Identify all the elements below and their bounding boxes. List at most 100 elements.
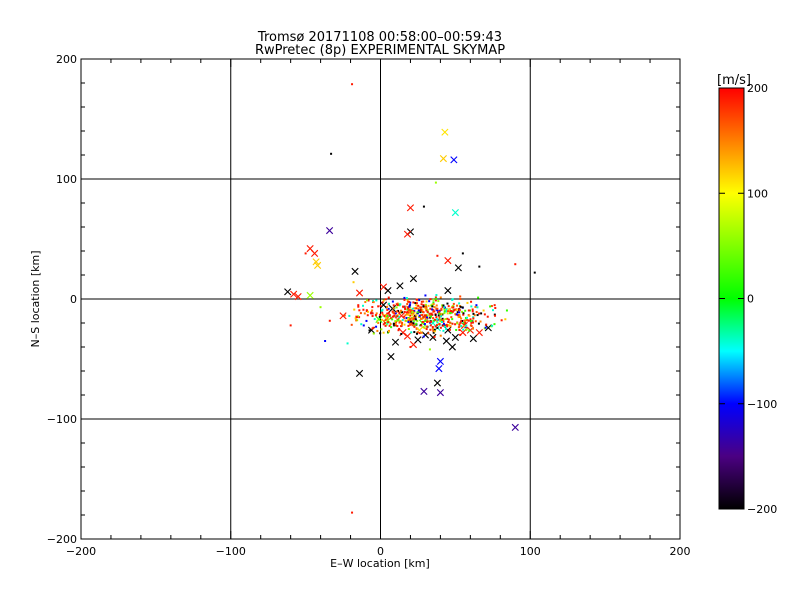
data-point-dot [435, 294, 438, 297]
data-point-dot [387, 321, 390, 324]
data-point-dot [413, 319, 416, 322]
data-point-dot [388, 314, 391, 317]
data-point-dot [476, 314, 479, 317]
data-point-dot [464, 321, 467, 324]
data-point-dot [429, 315, 432, 318]
data-point-dot [390, 326, 393, 329]
data-point-dot [446, 312, 449, 315]
data-point-dot [421, 320, 424, 323]
data-point-dot [367, 299, 370, 302]
data-point-dot [493, 304, 496, 307]
data-point-dot [451, 305, 454, 308]
data-point-dot [470, 305, 473, 308]
data-point-dot [426, 319, 429, 322]
data-point-x-marker [484, 324, 492, 332]
data-point-dot [445, 308, 448, 311]
data-point-dot [434, 325, 437, 328]
data-point-dot [468, 314, 471, 317]
x-tick-label: −100 [216, 545, 246, 558]
data-point-dot [404, 305, 407, 308]
data-point-dot [415, 314, 418, 317]
data-point-dot [416, 331, 419, 334]
data-point-dot [429, 298, 432, 301]
data-point-x-marker [439, 155, 447, 163]
data-point-x-marker [451, 333, 459, 341]
data-point-dot [399, 309, 402, 312]
data-point-dot [448, 324, 451, 327]
data-point-dot [451, 322, 454, 325]
data-point-dot [395, 306, 398, 309]
data-point-x-marker [409, 275, 418, 283]
data-point-dot [397, 315, 400, 318]
data-point-dot [368, 329, 371, 332]
data-point-dot [435, 307, 438, 310]
data-point-dot [396, 315, 399, 318]
data-point-dot [439, 296, 442, 299]
data-point-x-marker [355, 369, 364, 377]
data-point-dot [406, 300, 409, 303]
data-point-dot [388, 324, 391, 327]
data-point-dot [397, 329, 400, 332]
data-point-x-marker [436, 357, 444, 365]
data-point-dot [406, 299, 409, 302]
data-point-dot [415, 307, 418, 310]
data-point-dot [439, 320, 442, 323]
data-point-dot [357, 305, 360, 308]
data-point-dot [458, 313, 461, 316]
data-point-dot [410, 331, 413, 334]
data-point-x-marker [448, 343, 456, 351]
data-point-dot [387, 330, 390, 333]
data-point-dot [436, 254, 439, 257]
data-point-dot [394, 320, 397, 323]
data-point-x-marker [284, 288, 292, 296]
data-point-dot [485, 323, 488, 326]
data-point-dot [428, 313, 431, 316]
data-point-dot [427, 320, 430, 323]
data-point-dot [458, 311, 461, 314]
data-point-dot [458, 329, 461, 332]
data-point-dot [467, 309, 470, 312]
data-point-dot [433, 330, 436, 333]
data-point-dot [379, 304, 382, 307]
data-point-dot [397, 303, 400, 306]
data-point-x-marker [444, 287, 452, 295]
data-point-dot [380, 309, 383, 312]
data-point-dot [504, 318, 507, 321]
data-point-dot [447, 321, 450, 324]
x-tick-label: −200 [66, 545, 96, 558]
data-points [284, 83, 536, 514]
data-point-x-marker [290, 290, 298, 298]
data-point-dot [384, 319, 387, 322]
data-point-dot [394, 316, 397, 319]
data-point-dot [399, 320, 402, 323]
data-point-dot [435, 297, 438, 300]
data-point-dot [417, 304, 420, 307]
data-point-dot [456, 322, 459, 325]
data-point-dot [403, 323, 406, 326]
data-point-dot [430, 304, 433, 307]
data-point-dot [421, 317, 424, 320]
data-point-x-marker [375, 315, 383, 323]
data-point-dot [409, 317, 412, 320]
data-point-dot [422, 205, 425, 208]
data-point-dot [484, 326, 487, 329]
data-point-dot [472, 316, 475, 319]
data-point-dot [432, 308, 435, 311]
colorbar-tick-label: −100 [747, 398, 777, 411]
data-point-dot [375, 312, 378, 315]
data-point-dot [383, 315, 386, 318]
data-point-dot [391, 318, 394, 321]
data-point-dot [408, 305, 411, 308]
data-point-dot [411, 317, 414, 320]
data-point-dot [449, 325, 452, 328]
data-point-dot [319, 306, 322, 309]
data-point-dot [435, 316, 438, 319]
data-point-dot [437, 314, 440, 317]
data-point-dot [425, 309, 428, 312]
data-point-dot [449, 310, 452, 313]
data-point-dot [411, 310, 414, 313]
grid [81, 59, 680, 539]
data-point-dot [425, 328, 428, 331]
data-point-dot [404, 314, 407, 317]
data-point-dot [382, 331, 385, 334]
